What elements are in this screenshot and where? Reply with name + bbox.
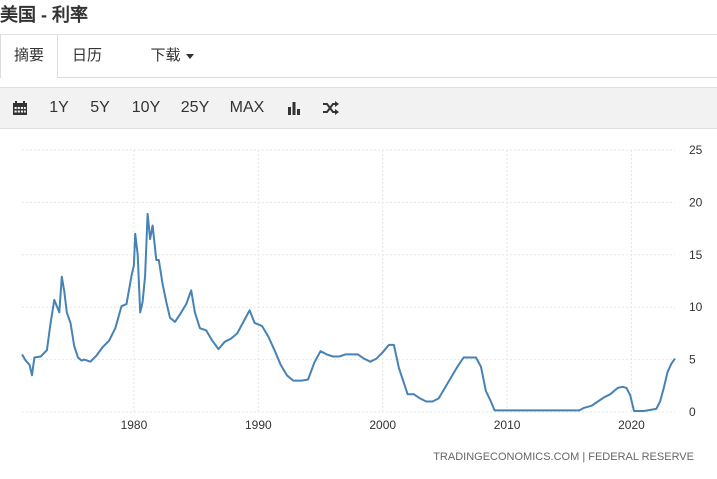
tab-calendar[interactable]: 日历 (71, 47, 102, 64)
source-attribution: TRADINGECONOMICS.COM | FEDERAL RESERVE (433, 451, 694, 463)
x-tick-label: 1980 (121, 418, 148, 432)
x-tick-label: 2020 (618, 418, 645, 432)
tab-summary[interactable]: 摘要 (0, 35, 58, 78)
tab-bar: 摘要 日历 下载 (0, 34, 717, 78)
y-tick-label: 5 (689, 353, 696, 367)
y-tick-label: 15 (689, 248, 703, 262)
y-tick-label: 10 (689, 300, 703, 314)
tab-download-label: 下载 (150, 47, 181, 64)
line-chart: 0 5 10 15 20 25 1980 1990 2000 2010 2020 TRADINGECO… (21, 143, 703, 463)
range-max-button[interactable]: MAX (229, 99, 265, 116)
x-tick-label: 2010 (494, 418, 521, 432)
caret-down-icon (185, 53, 194, 59)
x-tick-label: 2000 (369, 418, 396, 432)
chart-toolbar: 1Y 5Y 10Y 25Y MAX (0, 87, 717, 129)
calendar-icon[interactable] (8, 88, 32, 128)
tab-download[interactable]: 下载 (140, 35, 204, 77)
page-title: 美国 - 利率 (0, 5, 88, 25)
y-tick-label: 0 (689, 405, 696, 419)
range-10y-button[interactable]: 10Y (131, 99, 161, 116)
shuffle-icon[interactable] (318, 88, 344, 128)
range-1y-button[interactable]: 1Y (49, 99, 69, 116)
y-tick-label: 25 (689, 143, 703, 157)
y-tick-label: 20 (689, 195, 703, 209)
range-5y-button[interactable]: 5Y (90, 99, 110, 116)
chart-area: 0 5 10 15 20 25 1980 1990 2000 2010 2020 TRADINGECO… (0, 130, 717, 474)
series-line (21, 212, 676, 412)
range-25y-button[interactable]: 25Y (180, 99, 210, 116)
x-tick-label: 1990 (245, 418, 272, 432)
bar-chart-icon[interactable] (282, 88, 306, 128)
